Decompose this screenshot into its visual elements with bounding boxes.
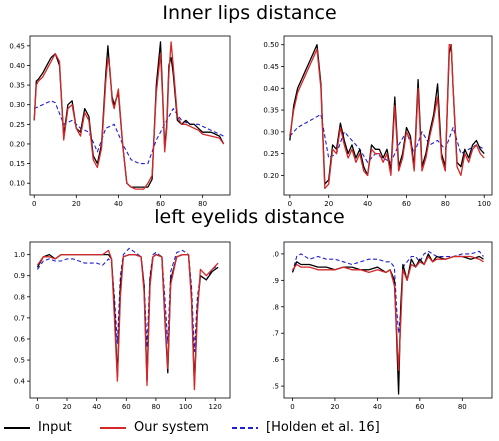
x-tick-label: 0: [288, 200, 292, 208]
x-tick-label: 60: [122, 403, 131, 411]
y-tick-label: 0.8: [14, 293, 25, 301]
series-line-input: [291, 253, 484, 395]
y-tick-label: .7: [272, 330, 279, 338]
x-tick-label: 40: [92, 403, 101, 411]
series-line-our-system: [291, 255, 484, 371]
legend-item-our-system: Our system: [100, 420, 209, 435]
x-tick-label: 40: [373, 403, 382, 411]
chart-left-eyelids-left: 0.4 0.5 0.6 0.7 0.8 0.9 1.0 0 20 40 60 80 100 120: [14, 241, 231, 411]
x-tick-label: 40: [114, 200, 123, 208]
x-tick-label: 20: [72, 200, 81, 208]
chart-inner-lips-right: 0.20 0.25 0.30 0.35 0.40 0.45 0.50 0 20 40 60 80 100: [263, 35, 493, 208]
x-tick-label: 0: [35, 403, 39, 411]
legend-label-holden: [Holden et al. 16]: [266, 420, 380, 435]
legend-swatch-our-system: [100, 426, 126, 429]
x-tick-label: 80: [458, 403, 467, 411]
x-tick-label: 120: [208, 403, 221, 411]
x-tick-label: 100: [179, 403, 192, 411]
series-line-our-system: [289, 44, 485, 190]
chart-inner-lips-left: 0.10 0.15 0.20 0.25 0.30 0.35 0.40 0.45 0 20 40 60 8…: [9, 35, 231, 208]
series-line-our-system: [33, 41, 225, 190]
series-line-input: [36, 253, 219, 387]
y-tick-label: .6: [272, 356, 279, 364]
y-tick-label: 0.45: [9, 42, 25, 50]
legend-swatch-input: [4, 426, 30, 429]
legend-swatch-holden: [232, 426, 258, 429]
y-tick-label: 0.45: [263, 63, 279, 71]
y-tick-label: 0.15: [9, 160, 25, 168]
x-tick-label: 60: [415, 403, 424, 411]
x-tick-label: 60: [156, 200, 165, 208]
y-tick-label: 0.6: [14, 335, 26, 343]
y-tick-label: 0.40: [9, 62, 25, 70]
title-left-eyelids: left eyelids distance: [154, 206, 345, 228]
y-tick-label: 0.25: [9, 121, 25, 129]
y-tick-label: 0.20: [263, 172, 279, 180]
x-tick-label: 20: [330, 403, 339, 411]
y-tick-label: .8: [272, 303, 279, 311]
plot-frame: [29, 241, 231, 399]
y-tick-label: 0.9: [14, 272, 25, 280]
plot-frame: [283, 35, 493, 196]
series-line-our-system: [36, 249, 219, 391]
legend-item-input: Input: [4, 420, 72, 435]
x-tick-label: 40: [363, 200, 372, 208]
y-tick-label: 0.10: [9, 180, 25, 188]
x-tick-label: 80: [198, 200, 207, 208]
y-tick-label: 0.40: [263, 85, 279, 93]
y-tick-label: 0.25: [263, 150, 279, 158]
x-tick-label: 100: [478, 200, 491, 208]
x-tick-label: 80: [151, 403, 160, 411]
x-tick-label: 60: [402, 200, 411, 208]
y-tick-label: .5: [272, 383, 279, 391]
y-tick-label: 0.5: [14, 357, 25, 365]
x-tick-label: 20: [324, 200, 333, 208]
x-tick-label: 80: [441, 200, 450, 208]
series-line-holden: [36, 247, 219, 353]
y-tick-label: 0.30: [263, 128, 279, 136]
y-tick-label: 0.50: [263, 41, 279, 49]
y-tick-label: 0.35: [9, 82, 25, 90]
legend: Input Our system [Holden et al. 16]: [0, 418, 499, 440]
series-line-holden: [291, 250, 484, 334]
y-tick-label: 0.20: [9, 140, 25, 148]
x-tick-label: 20: [63, 403, 72, 411]
y-tick-label: .0: [272, 250, 279, 258]
y-tick-label: 0.30: [9, 101, 25, 109]
legend-label-input: Input: [38, 420, 72, 435]
title-inner-lips: Inner lips distance: [162, 2, 337, 24]
y-tick-label: 1.0: [14, 251, 25, 259]
plot-frame: [283, 241, 493, 399]
x-tick-label: 0: [290, 403, 294, 411]
y-tick-label: 0.4: [14, 378, 26, 386]
legend-item-holden: [Holden et al. 16]: [232, 420, 380, 435]
y-tick-label: .9: [272, 277, 279, 285]
chart-left-eyelids-right: .5 .6 .7 .8 .9 .0 0 20 40 60 80: [272, 241, 493, 411]
legend-label-our-system: Our system: [134, 420, 209, 435]
y-tick-label: 0.35: [263, 107, 279, 115]
plot-frame: [29, 35, 231, 196]
x-tick-label: 0: [32, 200, 36, 208]
y-tick-label: 0.7: [14, 314, 25, 322]
